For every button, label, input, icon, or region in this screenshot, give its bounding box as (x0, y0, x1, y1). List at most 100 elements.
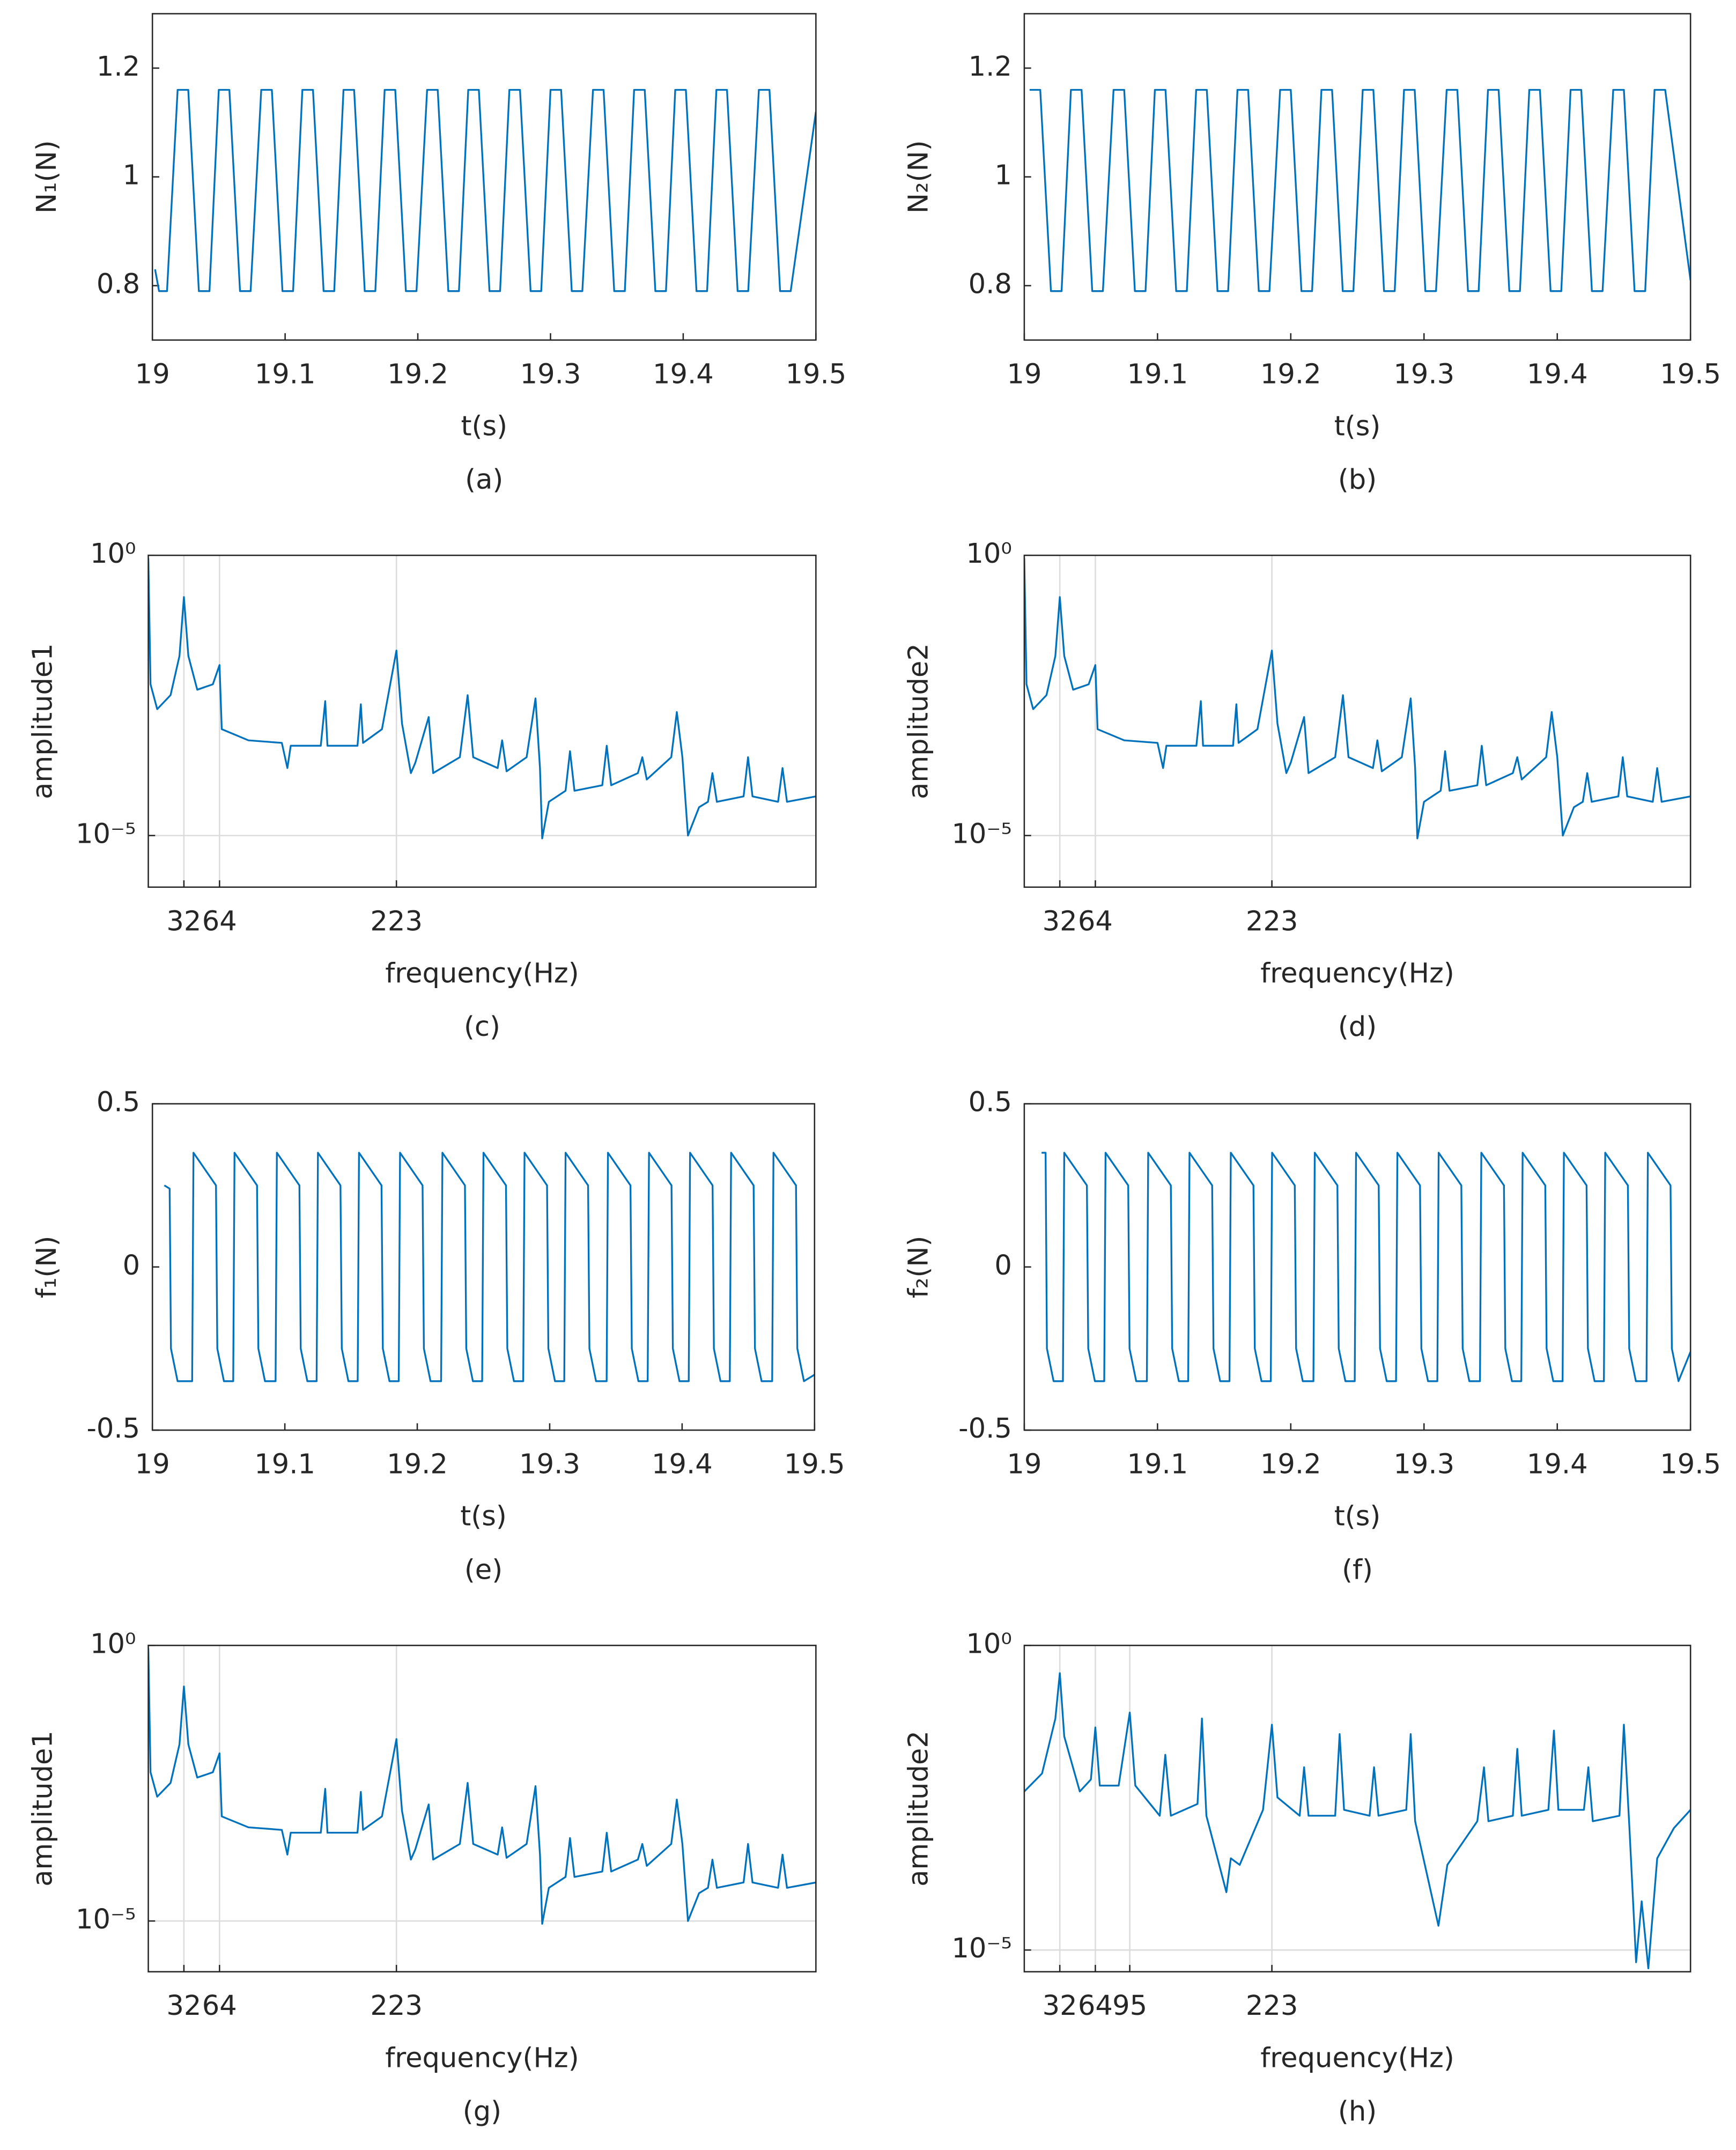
axes-frame (151, 1103, 816, 1431)
x-tick-label: 19.1 (254, 1448, 315, 1480)
data-line (154, 89, 816, 292)
panel: 10⁻⁵ 10⁰ 32 64 223 (951, 538, 1691, 937)
x-tick-label: 19.1 (1127, 358, 1188, 390)
plot-area (1024, 1103, 1691, 1431)
plot-area (1024, 555, 1691, 887)
x-tick-label: 19.4 (653, 358, 714, 390)
y-tick-label: 10⁰ (90, 1628, 136, 1660)
x-tick-label: 19.3 (519, 1448, 580, 1480)
y-axis-label: amplitude1 (27, 1731, 58, 1887)
y-tick-label: 1 (994, 160, 1012, 192)
x-tick-label: 223 (370, 905, 423, 937)
plot-area (1024, 1645, 1691, 1972)
axes-frame (147, 1645, 817, 1972)
caption: (c) (464, 1011, 500, 1043)
y-axis-label: f₁(N) (31, 1236, 63, 1299)
panel: 10⁻⁵ 10⁰ 32 64 223 (76, 1628, 816, 2022)
axes-frame (151, 13, 817, 341)
x-axis-label: frequency(Hz) (1260, 958, 1454, 989)
x-axis-label: t(s) (460, 1501, 507, 1533)
caption: (e) (464, 1554, 503, 1586)
y-tick-label: 1.2 (97, 51, 140, 83)
x-axis-label: t(s) (461, 411, 508, 443)
data-line (1024, 558, 1691, 840)
y-axis-label: N₂(N) (903, 140, 935, 213)
x-axis-label: frequency(Hz) (385, 2042, 579, 2074)
x-tick-label: 32 (166, 1990, 201, 2022)
y-axis-label: f₂(N) (903, 1236, 935, 1299)
y-tick-label: 0.8 (969, 269, 1012, 300)
x-tick-label: 19.4 (1527, 1448, 1588, 1480)
caption: (a) (465, 464, 503, 496)
caption: (b) (1338, 464, 1377, 496)
x-tick-label: 223 (370, 1990, 423, 2022)
x-tick-label: 19.3 (1393, 358, 1454, 390)
data-line (1024, 1672, 1691, 1970)
axes-frame (1023, 1645, 1691, 1972)
y-tick-label: 10⁻⁵ (951, 1933, 1012, 1964)
x-tick-label: 32 (1043, 1990, 1077, 2022)
y-tick-label: 10⁻⁵ (76, 819, 136, 850)
y-axis-label: amplitude2 (903, 643, 935, 799)
panel: -0.5 0 0.5 19 19.1 19.2 19.3 19.4 19.5 (958, 1087, 1721, 1481)
plot-area (1024, 13, 1691, 340)
y-tick-label: 0 (123, 1250, 141, 1282)
axes-frame (1023, 1103, 1691, 1431)
x-tick-label: 19.3 (520, 358, 581, 390)
x-axis-label: t(s) (1334, 411, 1381, 443)
data-line (1029, 89, 1691, 292)
y-tick-label: 0.8 (97, 269, 140, 300)
x-tick-label: 19.1 (255, 358, 316, 390)
caption: (f) (1342, 1554, 1373, 1586)
x-tick-label: 64 (1078, 1990, 1113, 2022)
y-axis-label: N₁(N) (31, 140, 63, 213)
x-tick-label: 223 (1246, 905, 1298, 937)
x-tick-label: 19.4 (1527, 358, 1588, 390)
data-line (1041, 1152, 1691, 1382)
y-tick-label: 1.2 (969, 51, 1012, 83)
x-tick-label: 64 (1078, 905, 1113, 937)
y-tick-label: 10⁻⁵ (76, 1904, 136, 1935)
x-tick-label: 19 (135, 358, 170, 390)
x-axis-label: t(s) (1334, 1501, 1381, 1533)
x-tick-label: 64 (202, 1990, 237, 2022)
y-axis-label: amplitude1 (27, 643, 58, 799)
x-tick-label: 19.5 (1660, 1448, 1721, 1480)
data-line (164, 1152, 815, 1382)
y-tick-label: 0.5 (97, 1087, 140, 1118)
plot-area (148, 555, 816, 887)
x-tick-label: 19.5 (784, 1448, 845, 1480)
x-tick-label: 64 (202, 905, 237, 937)
axes-frame (1023, 554, 1691, 888)
y-tick-label: 10⁻⁵ (951, 819, 1012, 850)
y-tick-label: -0.5 (958, 1413, 1012, 1445)
panel: 10⁻⁵ 10⁰ 32 64 223 (76, 538, 816, 937)
x-tick-label: 19.5 (785, 358, 846, 390)
axes-frame (1023, 13, 1691, 341)
y-tick-label: 10⁰ (966, 1628, 1012, 1660)
y-tick-label: 0 (994, 1250, 1012, 1282)
x-tick-label: 19.2 (387, 1448, 448, 1480)
x-tick-label: 32 (166, 905, 201, 937)
x-tick-label: 19 (1007, 358, 1041, 390)
x-tick-label: 19 (1007, 1448, 1041, 1480)
x-tick-label: 19.2 (1260, 1448, 1321, 1480)
x-tick-label: 95 (1112, 1990, 1147, 2022)
caption: (g) (463, 2096, 501, 2127)
caption: (d) (1338, 1011, 1377, 1043)
x-tick-label: 19.2 (387, 358, 448, 390)
plot-area (148, 1645, 816, 1972)
y-tick-label: 1 (123, 160, 141, 192)
x-tick-label: 19 (135, 1448, 170, 1480)
x-tick-label: 19.3 (1393, 1448, 1454, 1480)
x-tick-label: 19.5 (1660, 358, 1721, 390)
y-tick-label: -0.5 (86, 1413, 140, 1445)
panel: 0.8 1 1.2 19 19.1 19.2 19.3 19.4 19.5 (97, 13, 846, 390)
x-tick-label: 32 (1043, 905, 1077, 937)
caption: (h) (1338, 2096, 1377, 2127)
data-line (148, 558, 816, 840)
x-tick-label: 19.1 (1127, 1448, 1188, 1480)
y-tick-label: 10⁰ (90, 538, 136, 570)
